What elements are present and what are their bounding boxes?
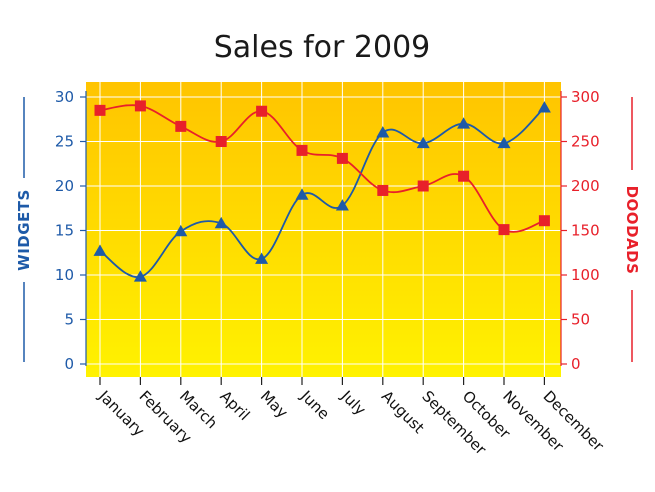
- data-point-doodads: [498, 224, 510, 236]
- data-point-doodads: [417, 180, 429, 192]
- data-point-doodads: [538, 215, 550, 227]
- data-point-widgets: [537, 101, 551, 113]
- data-point-doodads: [94, 104, 106, 116]
- left-tick-label: 10: [55, 266, 74, 284]
- series-widgets: [93, 101, 551, 282]
- data-point-widgets: [133, 270, 147, 282]
- x-tick-label: April: [216, 387, 253, 424]
- right-tick-label: 250: [571, 133, 600, 151]
- data-point-doodads: [377, 184, 389, 196]
- right-tick-label: 50: [571, 311, 590, 329]
- x-tick-label: May: [257, 387, 292, 422]
- data-point-widgets: [295, 188, 309, 200]
- x-tick-label: June: [296, 386, 333, 423]
- right-axis-title: DOODADS: [623, 186, 641, 275]
- data-point-doodads: [296, 144, 308, 156]
- data-point-doodads: [215, 136, 227, 147]
- data-point-doodads: [134, 100, 146, 112]
- right-tick-label: 300: [571, 88, 600, 106]
- left-tick-label: 30: [55, 88, 74, 106]
- right-axis: 0 50 100 150 200 250 300: [560, 88, 600, 373]
- data-point-widgets: [255, 252, 269, 264]
- data-point-widgets: [457, 117, 471, 129]
- right-tick-label: 200: [571, 177, 600, 195]
- right-tick-label: 100: [571, 266, 600, 284]
- data-point-widgets: [335, 199, 349, 211]
- x-tick-label: July: [337, 386, 370, 419]
- right-tick-label: 0: [571, 355, 581, 373]
- left-tick-label: 0: [64, 355, 74, 373]
- series-layer: [93, 100, 551, 282]
- axis-titles: WIDGETS DOODADS: [15, 97, 641, 362]
- data-point-widgets: [376, 126, 390, 138]
- data-point-widgets: [93, 244, 107, 256]
- left-axis-title: WIDGETS: [15, 189, 33, 271]
- left-axis: 0 5 10 15 20 25 30: [55, 88, 87, 373]
- left-tick-label: 15: [55, 222, 74, 240]
- data-point-widgets: [416, 136, 430, 149]
- data-point-doodads: [458, 170, 470, 182]
- data-point-widgets: [214, 216, 228, 229]
- left-tick-label: 5: [64, 311, 74, 329]
- plot-area: [86, 82, 561, 377]
- left-tick-label: 20: [55, 177, 74, 195]
- data-point-doodads: [175, 120, 187, 132]
- data-point-doodads: [336, 152, 348, 164]
- series-doodads: [94, 100, 550, 236]
- chart-title: Sales for 2009: [214, 30, 431, 65]
- left-tick-label: 25: [55, 133, 74, 151]
- x-tick-label: August: [378, 387, 428, 437]
- data-point-widgets: [497, 136, 511, 149]
- right-tick-label: 150: [571, 222, 600, 240]
- data-point-doodads: [256, 105, 268, 117]
- data-point-widgets: [174, 224, 188, 237]
